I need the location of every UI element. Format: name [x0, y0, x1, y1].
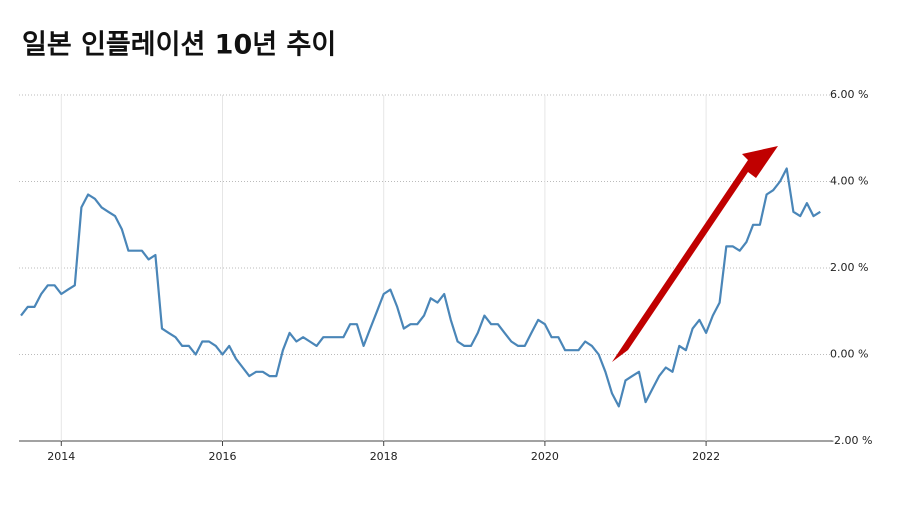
y-tick-label: 2.00 % — [830, 261, 868, 274]
grid: -2.00 % 0.00 % 2.00 % 4.00 % 6.00 % 2014 2016 2… — [19, 88, 872, 463]
data-line — [20, 167, 821, 408]
y-tick-label: 0.00 % — [830, 348, 868, 361]
x-tick-label: 2022 — [692, 450, 720, 463]
y-tick-label: -2.00 % — [830, 434, 872, 447]
plot — [20, 167, 821, 408]
x-tick-label: 2014 — [47, 450, 75, 463]
y-tick-label: 4.00 % — [830, 175, 868, 188]
x-tick-label: 2020 — [531, 450, 559, 463]
trend-arrow — [612, 146, 778, 362]
y-tick-label: 6.00 % — [830, 88, 868, 101]
chart-title: 일본 인플레이션 10년 추이 — [22, 30, 336, 61]
x-tick-label: 2016 — [209, 450, 237, 463]
x-tick-label: 2018 — [370, 450, 398, 463]
